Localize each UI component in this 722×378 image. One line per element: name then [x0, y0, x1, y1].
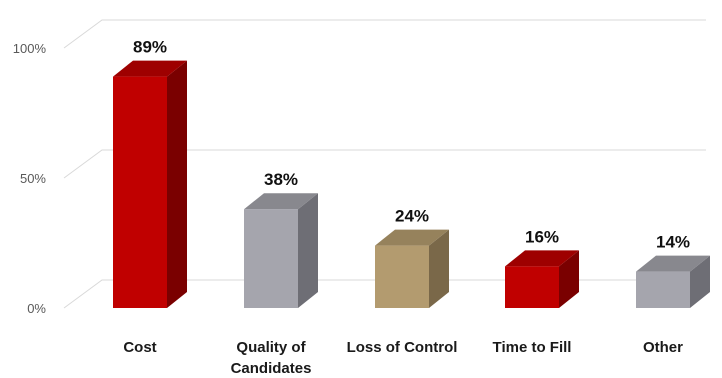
y-tick-label: 0% [27, 301, 46, 316]
x-category-label: Cost [123, 339, 156, 356]
gridline [63, 279, 706, 309]
bar-side [298, 193, 318, 308]
bar [113, 76, 167, 308]
bar-side [167, 60, 187, 308]
bar-top [505, 250, 579, 267]
x-category-label: Time to Fill [493, 339, 572, 356]
y-tick-label: 50% [20, 171, 46, 186]
bar-top [636, 255, 710, 272]
bar [505, 266, 559, 308]
bar-side [690, 255, 710, 308]
x-category-label: Other [643, 339, 683, 356]
bar-top [113, 60, 187, 77]
gridline [63, 149, 706, 179]
bar-top [244, 193, 318, 210]
x-category-label: Candidates [231, 360, 312, 377]
data-label: 14% [656, 233, 690, 252]
gridline [63, 19, 706, 49]
data-label: 16% [525, 227, 559, 246]
bar-top [375, 229, 449, 246]
y-tick-label: 100% [13, 41, 47, 56]
data-label: 89% [133, 38, 167, 57]
data-label: 24% [395, 207, 429, 226]
bar [375, 245, 429, 308]
data-label: 38% [264, 170, 298, 189]
bar [636, 271, 690, 308]
bar [244, 209, 298, 308]
bar-side [429, 229, 449, 308]
bar-side [559, 250, 579, 308]
x-category-label: Loss of Control [347, 339, 458, 356]
x-category-label: Quality of [236, 339, 306, 356]
